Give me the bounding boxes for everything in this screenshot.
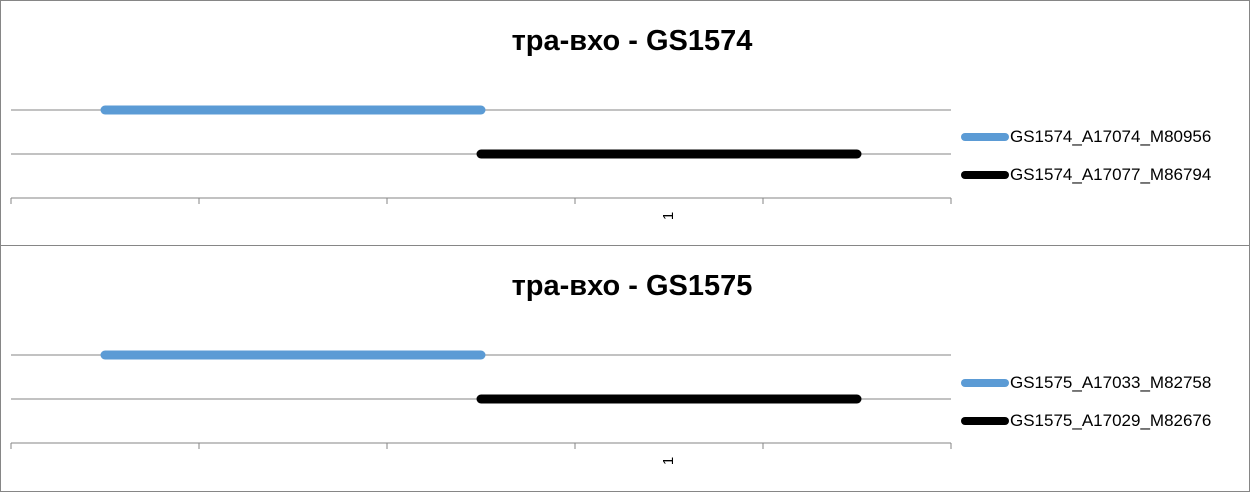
x-tick-label: 1 xyxy=(660,457,677,465)
legend-item: GS1575_A17033_M82758 xyxy=(961,373,1211,393)
legend-label: GS1574_A17074_M80956 xyxy=(1010,127,1212,146)
legend-swatch xyxy=(961,379,1009,387)
chart-gs1574: тра-вхо - GS1574 1 GS1574_A17074_M80956 … xyxy=(0,0,1250,246)
x-tick-label: 1 xyxy=(660,212,677,220)
chart-title: тра-вхо - GS1575 xyxy=(511,270,753,302)
legend-label: GS1574_A17077_M86794 xyxy=(1010,165,1212,184)
legend-swatch xyxy=(961,171,1009,179)
legend-item: GS1574_A17077_M86794 xyxy=(961,165,1211,185)
legend-item: GS1574_A17074_M80956 xyxy=(961,127,1211,147)
legend-label: GS1575_A17029_M82676 xyxy=(1010,411,1212,430)
chart-title: тра-вхо - GS1574 xyxy=(511,25,753,57)
legend-label: GS1575_A17033_M82758 xyxy=(1010,373,1212,392)
plot-area: 1 xyxy=(10,350,952,465)
legend-swatch xyxy=(961,417,1009,425)
plot-area: 1 xyxy=(10,105,952,220)
chart-gs1575: тра-вхо - GS1575 1 GS1575_A17033_M82758 … xyxy=(0,245,1250,492)
legend-swatch xyxy=(961,133,1009,141)
legend-item: GS1575_A17029_M82676 xyxy=(961,411,1211,431)
